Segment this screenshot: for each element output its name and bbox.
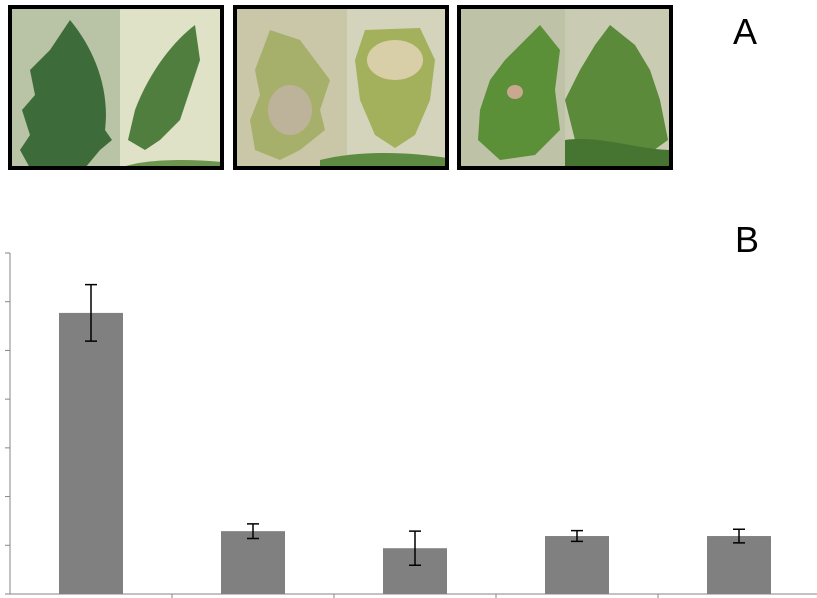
photo-treated (459, 7, 671, 168)
bar (221, 531, 285, 594)
bar (545, 536, 609, 594)
photo-infected (235, 7, 447, 168)
figure: A B (0, 0, 817, 598)
panel-label: A (733, 11, 757, 52)
bar (707, 536, 771, 594)
bar (59, 313, 123, 594)
panel-label: B (735, 219, 759, 260)
photo-healthy (10, 7, 222, 168)
